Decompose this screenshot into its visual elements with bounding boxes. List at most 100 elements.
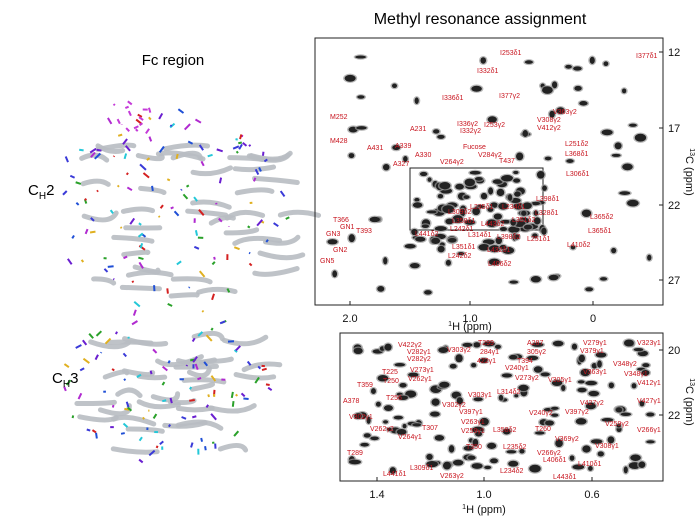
peak-contour — [555, 439, 563, 448]
side-chain — [216, 148, 223, 153]
peak-contour — [488, 258, 500, 266]
side-chain — [103, 268, 109, 273]
peak-label: V427γ1 — [637, 398, 661, 405]
peak-contour — [551, 413, 559, 417]
side-chain — [80, 259, 85, 263]
side-chain — [138, 222, 142, 226]
side-chain — [263, 158, 268, 163]
peak-label: L443δ1 — [553, 474, 576, 481]
side-chain — [155, 445, 159, 449]
peak-contour — [631, 383, 637, 389]
peak-label: L398δ1 — [536, 196, 559, 203]
peak-contour — [354, 413, 362, 419]
side-chain — [125, 172, 129, 176]
side-chain — [169, 397, 173, 404]
peak-contour — [530, 276, 541, 283]
axis-label-text: C (ppm) — [683, 156, 695, 196]
peak-contour — [532, 233, 538, 238]
peak-contour — [506, 450, 517, 454]
peak-label: L235δ1 — [470, 204, 493, 211]
side-chain — [111, 368, 115, 372]
peak-label: V303γ2 — [447, 347, 471, 354]
side-chain — [233, 430, 240, 437]
peak-contour — [611, 153, 621, 157]
side-chain — [111, 404, 115, 408]
peak-contour — [456, 397, 463, 405]
side-chain — [167, 360, 171, 364]
peak-contour — [392, 145, 401, 151]
peak-label: I253δ1 — [500, 50, 522, 57]
side-chain — [138, 458, 144, 464]
peak-contour — [438, 347, 449, 354]
peak-contour — [552, 340, 564, 347]
peak-label: L410δ1 — [578, 461, 601, 468]
peak-contour — [533, 210, 539, 216]
peak-contour — [475, 431, 483, 437]
peak-label: Fucose — [463, 144, 486, 151]
peak-contour — [370, 436, 379, 441]
peak-label: T289 — [347, 450, 363, 457]
side-chain — [138, 116, 144, 121]
ribbon — [233, 372, 277, 381]
peak-contour — [383, 405, 393, 411]
peak-label: 305γ2 — [527, 349, 546, 356]
peak-label: GN1 — [340, 224, 355, 231]
peak-label: GN5 — [320, 258, 335, 265]
peak-label: L234δ2 — [500, 468, 523, 475]
side-chain — [64, 156, 69, 163]
peak-contour — [457, 251, 465, 256]
side-chain — [127, 100, 133, 106]
peak-contour — [578, 354, 585, 363]
side-chain — [240, 392, 246, 398]
peak-contour — [514, 191, 521, 197]
side-chain — [247, 225, 251, 229]
peak-label: L441δ2 — [415, 231, 438, 238]
peak-contour — [437, 134, 445, 139]
peak-contour — [464, 178, 475, 187]
peak-contour — [377, 286, 385, 292]
ribbon — [150, 391, 181, 403]
peak-contour — [549, 110, 555, 118]
peak-contour — [437, 245, 445, 253]
side-chain — [248, 251, 251, 255]
side-chain — [95, 330, 103, 337]
side-chain — [112, 103, 116, 107]
side-chain — [152, 413, 158, 419]
peak-label: L443δ2 — [481, 221, 504, 228]
peak-contour — [581, 209, 592, 217]
side-chain — [136, 373, 142, 378]
peak-label: V263γ1 — [461, 419, 485, 426]
peak-contour — [542, 185, 547, 191]
side-chain — [265, 239, 269, 243]
side-chain — [75, 181, 82, 185]
peak-label: T260 — [535, 426, 551, 433]
peak-label: T359 — [357, 382, 373, 389]
peak-contour — [492, 179, 503, 184]
peak-label: L309δ1 — [410, 465, 433, 472]
spectrum-frame — [339, 332, 664, 482]
peak-label: V308γ1 — [595, 443, 619, 450]
peak-contour — [412, 202, 423, 208]
side-chain — [125, 127, 130, 132]
peak-contour — [480, 192, 488, 200]
peak-label: I253γ2 — [484, 122, 505, 129]
side-chain — [203, 361, 209, 367]
y-tick-label: 17 — [668, 123, 680, 135]
peak-contour — [391, 83, 398, 89]
peak-label: T393 — [356, 228, 372, 235]
side-chain — [167, 424, 172, 428]
side-chain — [107, 117, 113, 125]
peak-label: L351δ1 — [452, 244, 475, 251]
peak-contour — [377, 375, 389, 382]
side-chain — [145, 128, 150, 134]
side-chain — [226, 288, 231, 293]
ribbon — [120, 206, 156, 214]
peak-label: V279γ1 — [583, 340, 607, 347]
peak-contour — [371, 388, 376, 395]
peak-contour — [498, 394, 504, 401]
peak-label: L328δ1 — [535, 210, 558, 217]
ribbon — [111, 414, 157, 427]
side-chain — [253, 177, 257, 182]
peak-contour — [353, 347, 363, 354]
